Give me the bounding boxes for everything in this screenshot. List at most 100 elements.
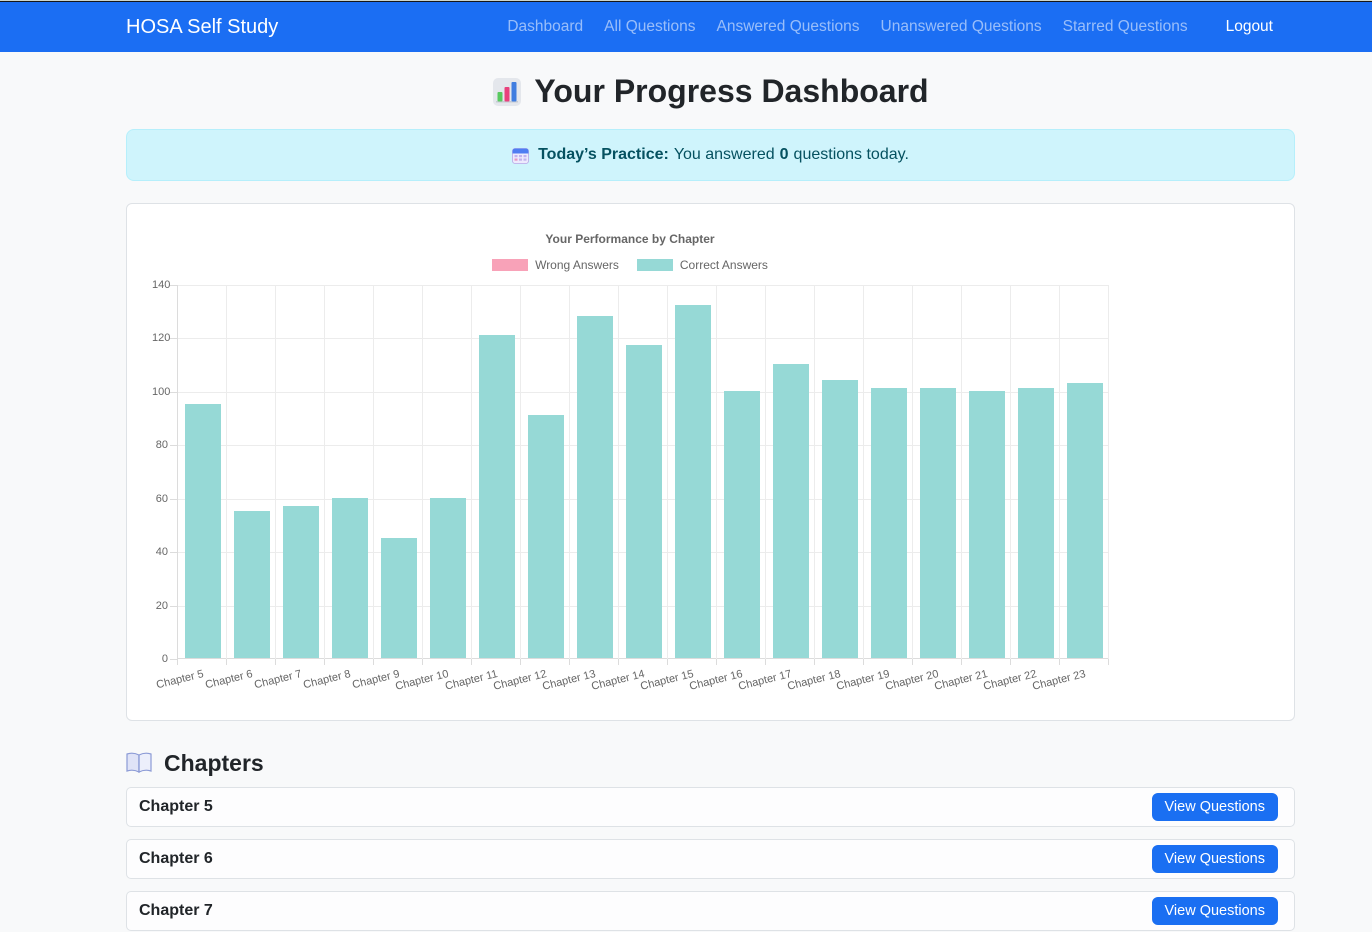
y-axis-label: 100 [152, 385, 171, 398]
bar-chapter-19 [870, 388, 907, 658]
bar-chapter-8 [331, 497, 368, 658]
view-questions-button[interactable]: View Questions [1151, 897, 1278, 925]
y-tick [170, 605, 177, 607]
legend-swatch [636, 259, 673, 271]
chapter-label: Chapter 5 [139, 798, 213, 815]
bar-chapter-16 [723, 390, 760, 658]
x-axis-label: Chapter 21 [932, 668, 989, 693]
v-gridline [422, 285, 423, 659]
alert-text-after: questions today. [793, 146, 909, 163]
y-axis-label: 20 [155, 599, 168, 612]
x-tick [863, 659, 864, 665]
x-tick [618, 659, 619, 665]
x-tick [422, 659, 423, 665]
navbar-brand[interactable]: HOSA Self Study [126, 15, 279, 38]
x-tick [177, 659, 178, 665]
x-tick [226, 659, 227, 665]
view-questions-button[interactable]: View Questions [1151, 793, 1278, 821]
x-tick [667, 659, 668, 665]
x-axis-label: Chapter 8 [301, 668, 352, 692]
bar-chapter-13 [576, 316, 613, 658]
legend-label: Wrong Answers [535, 258, 619, 272]
alert-text-before: You answered [673, 146, 775, 163]
v-gridline [912, 285, 913, 659]
v-gridline [814, 285, 815, 659]
y-tick [170, 498, 177, 500]
x-tick [814, 659, 815, 665]
legend-item[interactable]: Wrong Answers [492, 258, 619, 272]
bar-chapter-10 [429, 497, 466, 658]
v-gridline [471, 285, 472, 659]
x-axis-label: Chapter 5 [154, 668, 205, 692]
logout-button[interactable]: Logout [1225, 18, 1273, 35]
y-axis-label: 120 [152, 332, 171, 345]
nav-link-starred-questions[interactable]: Starred Questions [1062, 18, 1188, 35]
v-gridline [618, 285, 619, 659]
x-axis-label: Chapter 11 [443, 668, 499, 693]
nav-link-all-questions[interactable]: All Questions [604, 18, 696, 35]
bar-chapter-7 [282, 505, 319, 658]
x-axis-label: Chapter 22 [981, 668, 1038, 693]
chart-card: Your Performance by Chapter Wrong Answer… [126, 203, 1295, 721]
open-book-icon [126, 752, 152, 773]
alert-count: 0 [779, 146, 789, 163]
h-gridline [178, 338, 1109, 340]
v-gridline [226, 285, 227, 659]
y-tick [170, 391, 177, 393]
v-gridline [961, 285, 962, 659]
v-gridline [569, 285, 570, 659]
x-tick [765, 659, 766, 665]
y-tick [170, 445, 177, 447]
list-item: Chapter 7 View Questions [126, 891, 1295, 931]
main-content: Your Progress Dashboard Today’s Practice… [126, 68, 1295, 931]
x-tick [961, 659, 962, 665]
bar-chart-icon [493, 77, 522, 106]
y-axis-label: 40 [155, 546, 168, 559]
y-axis-label: 60 [155, 492, 168, 505]
chart-title: Your Performance by Chapter [545, 232, 715, 246]
alert-label: Today’s Practice: [538, 146, 669, 163]
v-gridline [863, 285, 864, 659]
chapter-label: Chapter 7 [139, 902, 213, 919]
x-axis-label: Chapter 15 [638, 668, 695, 693]
nav-link-dashboard[interactable]: Dashboard [507, 18, 584, 35]
list-item: Chapter 5 View Questions [126, 787, 1295, 827]
chapters-heading: Chapters [164, 750, 264, 776]
x-tick [1108, 659, 1109, 665]
legend-swatch [492, 259, 529, 271]
x-axis-label: Chapter 23 [1030, 668, 1087, 693]
y-tick [170, 285, 177, 286]
list-item: Chapter 6 View Questions [126, 839, 1295, 879]
y-axis-label: 0 [161, 653, 168, 665]
bar-chapter-12 [527, 414, 564, 658]
plot-area [177, 285, 1109, 659]
v-gridline [1108, 285, 1109, 659]
x-tick [716, 659, 717, 665]
bar-chapter-6 [233, 511, 270, 658]
todays-practice-banner: Today’s Practice: You answered 0 questio… [126, 129, 1295, 181]
view-questions-button[interactable]: View Questions [1151, 845, 1278, 873]
y-axis-label: 80 [155, 439, 168, 452]
navbar-links: Dashboard All Questions Answered Questio… [494, 18, 1281, 36]
x-axis-label: Chapter 17 [736, 668, 793, 693]
x-axis-label: Chapter 20 [883, 668, 940, 693]
v-gridline [373, 285, 374, 659]
nav-link-answered-questions[interactable]: Answered Questions [716, 18, 860, 35]
x-tick [569, 659, 570, 665]
v-gridline [275, 285, 276, 659]
window-edge-dark [0, 1, 1372, 2]
navbar: HOSA Self Study Dashboard All Questions … [0, 2, 1372, 52]
legend-label: Correct Answers [679, 258, 768, 272]
navbar-container: HOSA Self Study Dashboard All Questions … [126, 16, 1295, 39]
bar-chapter-22 [1017, 388, 1054, 658]
v-gridline [324, 285, 325, 659]
x-tick [373, 659, 374, 665]
chapter-label: Chapter 6 [139, 850, 213, 867]
x-tick [520, 659, 521, 665]
bar-chapter-5 [184, 404, 221, 658]
x-tick [275, 659, 276, 665]
nav-link-unanswered-questions[interactable]: Unanswered Questions [880, 18, 1042, 35]
bar-chapter-15 [674, 305, 711, 658]
chapters-heading-row: Chapters [126, 747, 1295, 779]
legend-item[interactable]: Correct Answers [636, 258, 768, 272]
